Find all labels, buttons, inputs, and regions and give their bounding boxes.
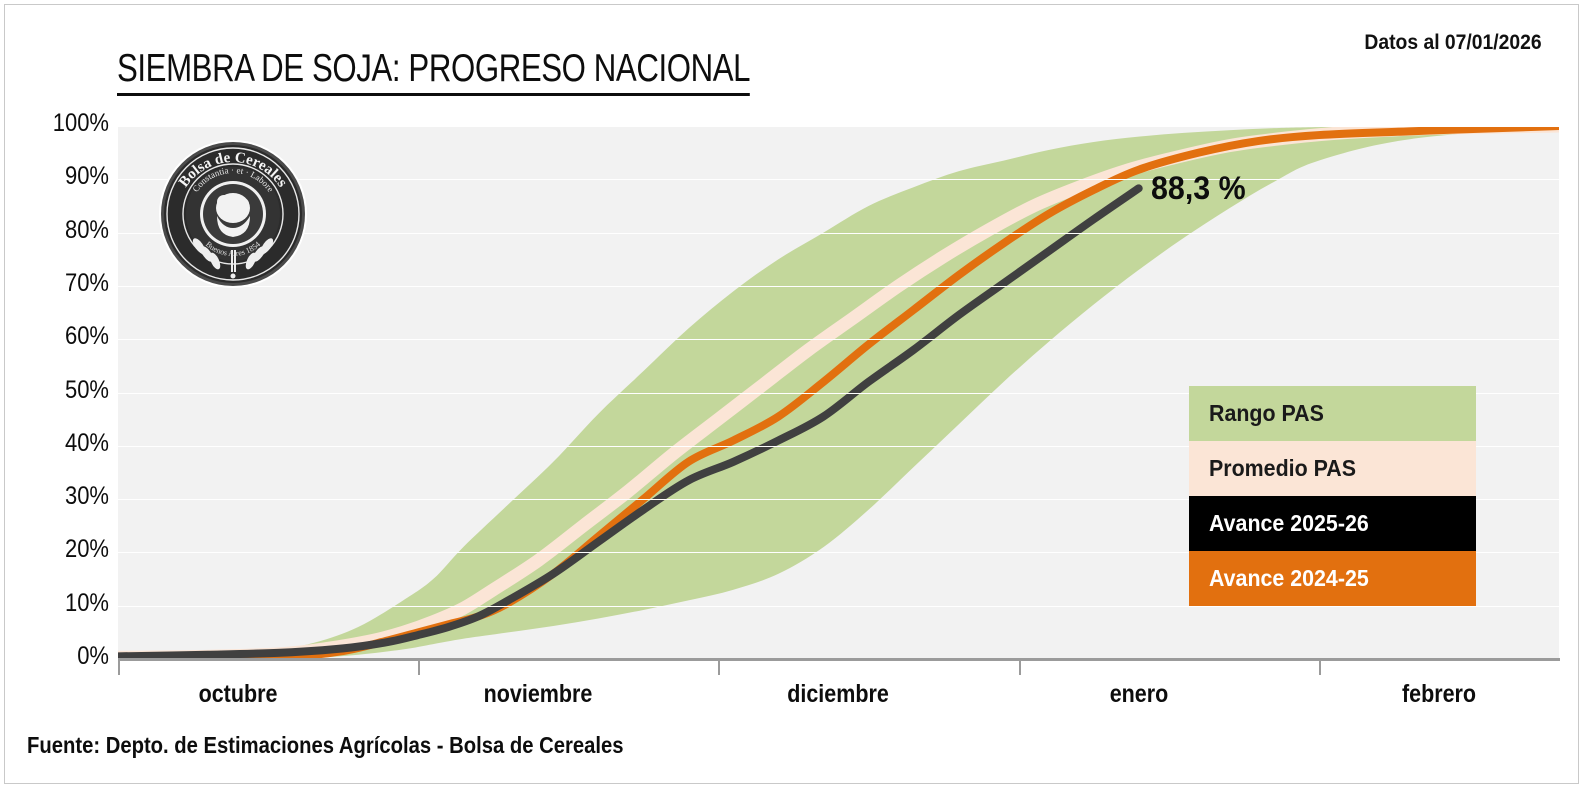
gridline [118, 179, 1559, 181]
x-axis-tick-label: enero [1109, 680, 1168, 708]
gridline [118, 605, 1559, 607]
x-axis-tick-label: febrero [1401, 680, 1476, 708]
gridline [118, 499, 1559, 501]
legend-item-label: Rango PAS [1209, 400, 1324, 426]
y-axis-labels: 0% 10% 20% 30% 40% 50% 60% 70% 80% 90% 100% [5, 109, 109, 670]
chart-legend: Rango PAS Promedio PAS Avance 2025-26 Avanc… [1189, 386, 1476, 606]
page-title: SIEMBRA DE SOJA: PROGRESO NACIONAL [117, 48, 750, 96]
x-axis-tick-label: octubre [198, 680, 278, 708]
y-axis-tick-label: 90% [64, 162, 109, 191]
x-axis-tick [118, 661, 120, 675]
gridline [118, 552, 1559, 554]
x-axis-tick [1018, 661, 1021, 675]
y-axis-tick-label: 30% [64, 482, 109, 511]
chart-frame: SIEMBRA DE SOJA: PROGRESO NACIONAL Datos… [4, 4, 1579, 784]
gridline [118, 339, 1559, 341]
legend-item-label: Promedio PAS [1209, 455, 1356, 481]
y-axis-tick-label: 70% [64, 268, 109, 297]
source-note: Fuente: Depto. de Estimaciones Agrícolas… [27, 732, 624, 758]
y-axis-tick-label: 50% [64, 375, 109, 404]
legend-item-1[interactable]: Promedio PAS [1189, 441, 1476, 496]
seal-icon: Bolsa de Cereales Constantia · et · Labo… [159, 140, 307, 288]
legend-item-2[interactable]: Avance 2025-26 [1189, 496, 1476, 551]
y-axis-tick-label: 60% [64, 322, 109, 351]
y-axis-tick-label: 80% [64, 215, 109, 244]
gridline [118, 445, 1559, 447]
current-value-label: 88,3 % [1151, 170, 1246, 206]
series-line-avance-2025-26 [118, 184, 1143, 659]
x-axis-tick [1318, 661, 1321, 675]
gridline [118, 285, 1559, 287]
legend-item-3[interactable]: Avance 2024-25 [1189, 551, 1476, 606]
y-axis-tick-label: 40% [64, 428, 109, 457]
y-axis-tick-label: 0% [77, 642, 109, 670]
y-axis-tick-label: 20% [64, 535, 109, 564]
x-axis-line [118, 658, 1560, 661]
gridline [118, 126, 1559, 127]
legend-item-0[interactable]: Rango PAS [1189, 386, 1476, 441]
legend-item-label: Avance 2024-25 [1209, 565, 1369, 591]
legend-item-label: Avance 2025-26 [1209, 510, 1369, 536]
x-axis-tick-label: diciembre [787, 680, 890, 708]
x-axis-tick [418, 661, 421, 675]
x-axis-tick-label: noviembre [483, 680, 593, 708]
x-axis-tick [718, 661, 721, 675]
data-date-note: Datos al 07/01/2026 [1364, 31, 1542, 54]
bolsa-de-cereales-logo: Bolsa de Cereales Constantia · et · Labo… [157, 138, 309, 290]
y-axis-tick-label: 100% [52, 109, 109, 137]
gridline [118, 392, 1559, 394]
y-axis-tick-label: 10% [64, 588, 109, 617]
gridline [118, 232, 1559, 234]
